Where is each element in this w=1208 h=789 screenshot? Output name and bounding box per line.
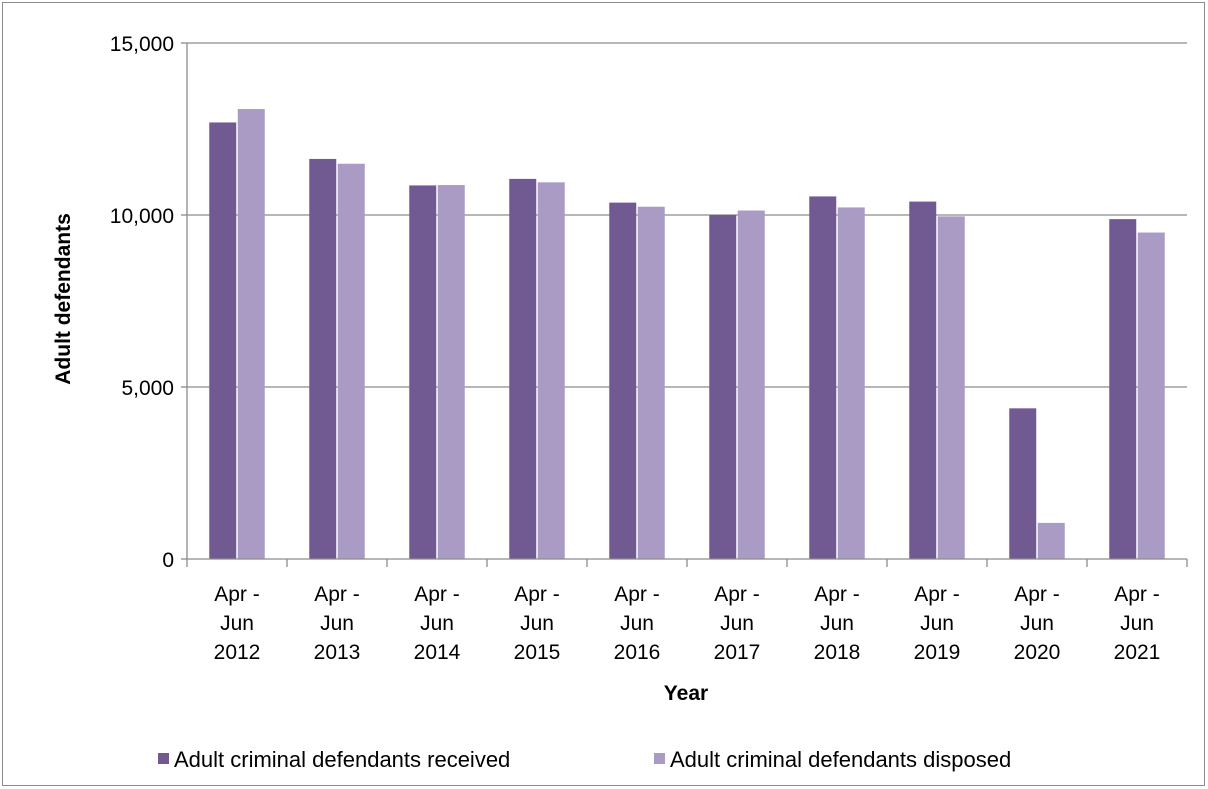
- y-tick-label: 15,000: [110, 33, 174, 56]
- x-tick-label: Apr -Jun 2018: [814, 583, 861, 664]
- bar-received: [409, 185, 437, 559]
- bar-received: [709, 215, 737, 559]
- y-tick-label: 5,000: [121, 377, 174, 400]
- bar-disposed: [637, 206, 665, 559]
- x-tick-labels: Apr -Jun 2012 Apr -Jun 2013 Apr -Jun 2014 Apr …: [214, 583, 1161, 664]
- y-tick-label: 0: [162, 549, 174, 572]
- x-tick-label: Apr -Jun 2021: [1114, 583, 1161, 664]
- x-tick-label: Apr -Jun 2016: [614, 583, 661, 664]
- x-tick-label: Apr -Jun 2013: [314, 583, 361, 664]
- bar-disposed: [237, 109, 265, 559]
- bar-received: [1109, 219, 1137, 560]
- y-tick-labels: 0 5,000 10,000 15,000: [110, 33, 174, 572]
- legend-label-disposed: Adult criminal defendants disposed: [670, 747, 1011, 772]
- bar-disposed: [737, 210, 765, 559]
- legend-swatch-received: [158, 753, 169, 764]
- bar-received: [509, 178, 537, 559]
- bar-received: [309, 158, 337, 560]
- x-tick-label: Apr -Jun 2014: [414, 583, 461, 664]
- bar-disposed: [1037, 522, 1065, 559]
- x-tick-label: Apr -Jun 2017: [714, 583, 761, 664]
- bar-received: [209, 122, 237, 560]
- x-tick-label: Apr -Jun 2019: [914, 583, 961, 664]
- y-axis-title: Adult defendants: [52, 213, 75, 385]
- bar-disposed: [337, 163, 365, 559]
- bar-received: [909, 201, 937, 560]
- legend: Adult criminal defendants received Adult …: [158, 747, 1011, 772]
- bar-disposed: [937, 216, 965, 559]
- bar-received: [609, 202, 637, 559]
- bar-disposed: [1137, 232, 1165, 559]
- bars: [209, 109, 1165, 560]
- bar-disposed: [837, 207, 865, 559]
- legend-swatch-disposed: [654, 753, 665, 764]
- x-tick-label: Apr -Jun 2015: [514, 583, 561, 664]
- bar-disposed: [437, 185, 465, 559]
- x-tick-label: Apr -Jun 2012: [214, 583, 261, 664]
- legend-label-received: Adult criminal defendants received: [174, 747, 510, 772]
- y-tick-label: 10,000: [110, 205, 174, 228]
- x-tick-label: Apr -Jun 2020: [1014, 583, 1061, 664]
- axes: [186, 43, 1188, 567]
- bar-disposed: [537, 182, 565, 559]
- bar-received: [1009, 408, 1037, 559]
- x-axis-title: Year: [664, 682, 708, 705]
- bar-received: [809, 196, 837, 559]
